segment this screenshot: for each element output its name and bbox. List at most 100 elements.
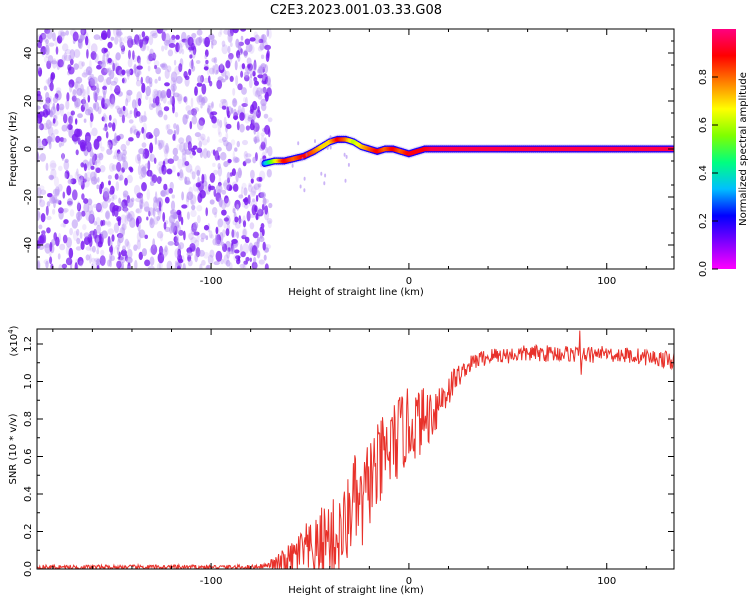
- noise-blob: [151, 53, 157, 59]
- noise-blob: [172, 147, 178, 156]
- noise-blob: [76, 168, 79, 177]
- noise-blob: [100, 60, 107, 69]
- sparse-point: [323, 181, 326, 186]
- noise-blob: [257, 94, 263, 100]
- noise-blob: [96, 224, 101, 234]
- noise-blob: [192, 221, 199, 230]
- noise-blob: [139, 39, 143, 49]
- noise-blob: [149, 247, 153, 254]
- noise-blob: [166, 124, 171, 130]
- noise-blob: [58, 30, 63, 38]
- noise-blob: [44, 243, 51, 248]
- noise-blob: [172, 103, 175, 114]
- noise-blob: [45, 119, 52, 130]
- noise-blob: [58, 165, 63, 171]
- noise-blob: [164, 245, 168, 253]
- noise-blob: [207, 105, 211, 115]
- noise-blob: [239, 263, 245, 269]
- noise-blob: [61, 152, 65, 161]
- noise-blob: [134, 259, 138, 269]
- noise-blob: [98, 152, 104, 161]
- noise-blob: [257, 207, 262, 215]
- noise-blob: [255, 135, 260, 142]
- noise-blob: [80, 240, 85, 250]
- noise-blob: [124, 214, 129, 225]
- noise-blob: [205, 207, 208, 217]
- noise-blob: [169, 95, 173, 105]
- noise-blob: [43, 85, 48, 91]
- noise-blob: [44, 242, 51, 254]
- noise-blob: [260, 191, 266, 199]
- noise-blob: [55, 135, 61, 143]
- noise-blob: [213, 169, 219, 175]
- noise-blob: [141, 31, 146, 38]
- noise-blob: [90, 112, 94, 122]
- noise-blob: [65, 30, 69, 36]
- noise-blob: [39, 199, 46, 208]
- noise-blob: [135, 98, 139, 109]
- noise-blob: [255, 109, 261, 119]
- noise-blob: [106, 148, 113, 155]
- colorbar: 0.0 0.2 0.4 0.6 0.8 Normalized spectral ampl…: [698, 29, 749, 277]
- noise-blob: [37, 187, 42, 197]
- noise-blob: [101, 230, 108, 239]
- noise-blob: [245, 43, 253, 53]
- noise-blob: [62, 137, 67, 143]
- noise-blob: [264, 263, 269, 269]
- noise-blob: [194, 86, 198, 96]
- noise-blob: [81, 29, 85, 35]
- noise-blob: [170, 200, 176, 211]
- noise-blob: [124, 238, 129, 247]
- noise-blob: [160, 91, 166, 98]
- noise-blob: [149, 153, 155, 163]
- noise-blob: [86, 177, 91, 182]
- noise-blob: [236, 140, 240, 148]
- noise-blob: [227, 158, 232, 164]
- noise-blob: [37, 93, 43, 102]
- noise-blob: [45, 79, 50, 84]
- noise-blob: [76, 202, 82, 212]
- noise-blob: [256, 130, 260, 139]
- noise-blob: [193, 107, 200, 113]
- noise-blob: [96, 184, 100, 190]
- noise-blob: [155, 96, 160, 106]
- noise-blob: [231, 248, 235, 253]
- noise-blob: [163, 39, 171, 46]
- noise-blob: [153, 60, 160, 67]
- noise-blob: [122, 160, 129, 170]
- noise-blob: [196, 82, 203, 87]
- noise-blob: [49, 82, 54, 92]
- snr-series-line: [37, 330, 674, 569]
- noise-blob: [48, 42, 55, 47]
- noise-blob: [207, 254, 214, 265]
- noise-blob: [171, 194, 175, 199]
- noise-blob: [258, 184, 262, 193]
- noise-blob: [83, 198, 89, 204]
- noise-blob: [246, 57, 252, 65]
- noise-blob: [45, 162, 49, 171]
- noise-blob: [76, 102, 80, 110]
- noise-blob: [239, 123, 245, 133]
- noise-blob: [211, 41, 214, 49]
- noise-blob: [176, 93, 183, 102]
- noise-blob: [261, 228, 265, 237]
- snr-frame: [36, 328, 675, 570]
- noise-blob: [231, 107, 234, 114]
- noise-blob: [113, 222, 120, 234]
- noise-blob: [75, 76, 83, 84]
- noise-blob: [189, 150, 194, 159]
- noise-blob: [243, 150, 248, 160]
- noise-blob: [172, 165, 176, 173]
- noise-blob: [217, 162, 221, 170]
- noise-blob: [81, 72, 88, 78]
- noise-blob: [80, 174, 83, 186]
- snr-x-label: Height of straight line (km): [288, 585, 424, 596]
- noise-blob: [160, 29, 168, 32]
- noise-blob: [79, 34, 85, 41]
- noise-blob: [167, 241, 175, 246]
- noise-blob: [193, 231, 200, 236]
- noise-blob: [204, 54, 207, 60]
- noise-blob: [198, 117, 205, 126]
- noise-blob: [258, 38, 264, 44]
- noise-blob: [147, 65, 151, 72]
